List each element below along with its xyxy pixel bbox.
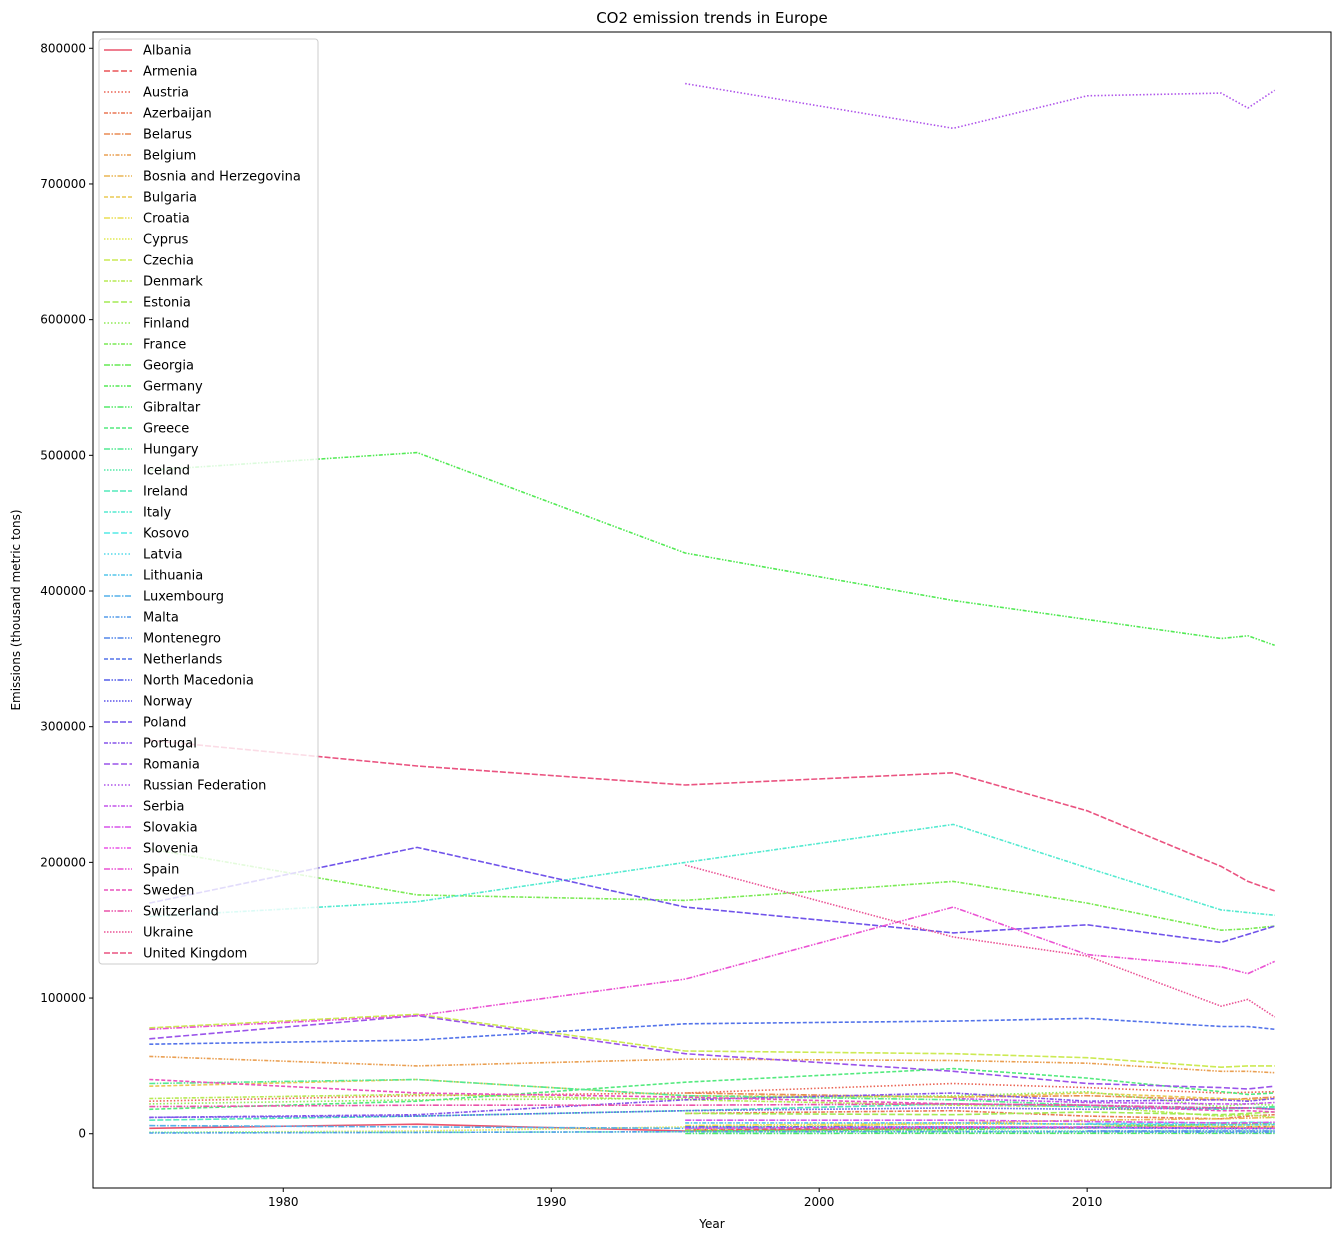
legend-label: Lithuania (143, 569, 203, 584)
legend-label: Denmark (143, 275, 203, 290)
legend-label: Russian Federation (143, 779, 266, 794)
y-tick-label: 100000 (40, 991, 86, 1005)
legend-label: Germany (143, 380, 203, 395)
legend-label: France (143, 338, 186, 353)
legend-label: Slovenia (143, 842, 198, 857)
chart-title: CO2 emission trends in Europe (596, 9, 828, 27)
legend-label: Hungary (143, 443, 199, 458)
y-tick-label: 500000 (40, 448, 86, 462)
legend-label: Czechia (143, 254, 194, 269)
legend-label: Bosnia and Herzegovina (143, 170, 301, 185)
series-line-russian-federation (685, 84, 1274, 129)
y-tick-label: 600000 (40, 313, 86, 327)
legend-label: Sweden (143, 884, 194, 899)
legend-label: Poland (143, 716, 186, 731)
legend-label: Ukraine (143, 926, 193, 941)
legend-label: Armenia (143, 65, 198, 80)
legend-label: Netherlands (143, 653, 222, 668)
legend-label: Finland (143, 317, 189, 332)
legend-label: Bulgaria (143, 191, 197, 206)
legend-label: Austria (143, 86, 189, 101)
legend-label: Estonia (143, 296, 191, 311)
legend-label: Ireland (143, 485, 188, 500)
series-line-romania (149, 1016, 1274, 1089)
y-tick-label: 300000 (40, 720, 86, 734)
x-axis-label: Year (698, 1217, 724, 1231)
legend-label: Kosovo (143, 527, 189, 542)
legend-label: Latvia (143, 548, 183, 563)
legend-label: Serbia (143, 800, 184, 815)
legend-label: Iceland (143, 464, 190, 479)
legend-label: Cyprus (143, 233, 189, 248)
y-tick-label: 700000 (40, 177, 86, 191)
legend-label: Slovakia (143, 821, 198, 836)
legend-label: United Kingdom (143, 947, 247, 962)
x-tick-label: 1980 (268, 1195, 299, 1209)
legend-label: Greece (143, 422, 189, 437)
y-tick-label: 800000 (40, 41, 86, 55)
y-tick-label: 200000 (40, 855, 86, 869)
y-axis-label: Emissions (thousand metric tons) (9, 509, 23, 710)
legend-label: Belgium (143, 149, 196, 164)
legend: Albania Armenia Austria Azerbaijan Belarus Be… (99, 39, 318, 964)
series-line-ukraine (685, 865, 1274, 1017)
legend-label: Portugal (143, 737, 197, 752)
legend-label: Azerbaijan (143, 107, 212, 122)
legend-label: Italy (143, 506, 172, 521)
x-tick-label: 2000 (804, 1195, 835, 1209)
legend-label: Belarus (143, 128, 192, 143)
legend-label: Switzerland (143, 905, 219, 920)
series-line-belgium (149, 1056, 1274, 1072)
legend-label: Malta (143, 611, 179, 626)
legend-label: Georgia (143, 359, 194, 374)
legend-label: North Macedonia (143, 674, 254, 689)
series-line-netherlands (149, 1018, 1274, 1044)
x-tick-label: 2010 (1072, 1195, 1103, 1209)
x-tick-label: 1990 (536, 1195, 567, 1209)
series-line-czechia (149, 1014, 1274, 1067)
legend-label: Croatia (143, 212, 190, 227)
legend-label: Luxembourg (143, 590, 224, 605)
y-tick-label: 400000 (40, 584, 86, 598)
legend-label: Romania (143, 758, 200, 773)
legend-label: Norway (143, 695, 193, 710)
legend-label: Montenegro (143, 632, 221, 647)
legend-label: Gibraltar (143, 401, 201, 416)
y-tick-label: 0 (78, 1127, 86, 1141)
legend-label: Spain (143, 863, 179, 878)
legend-label: Albania (143, 44, 192, 59)
